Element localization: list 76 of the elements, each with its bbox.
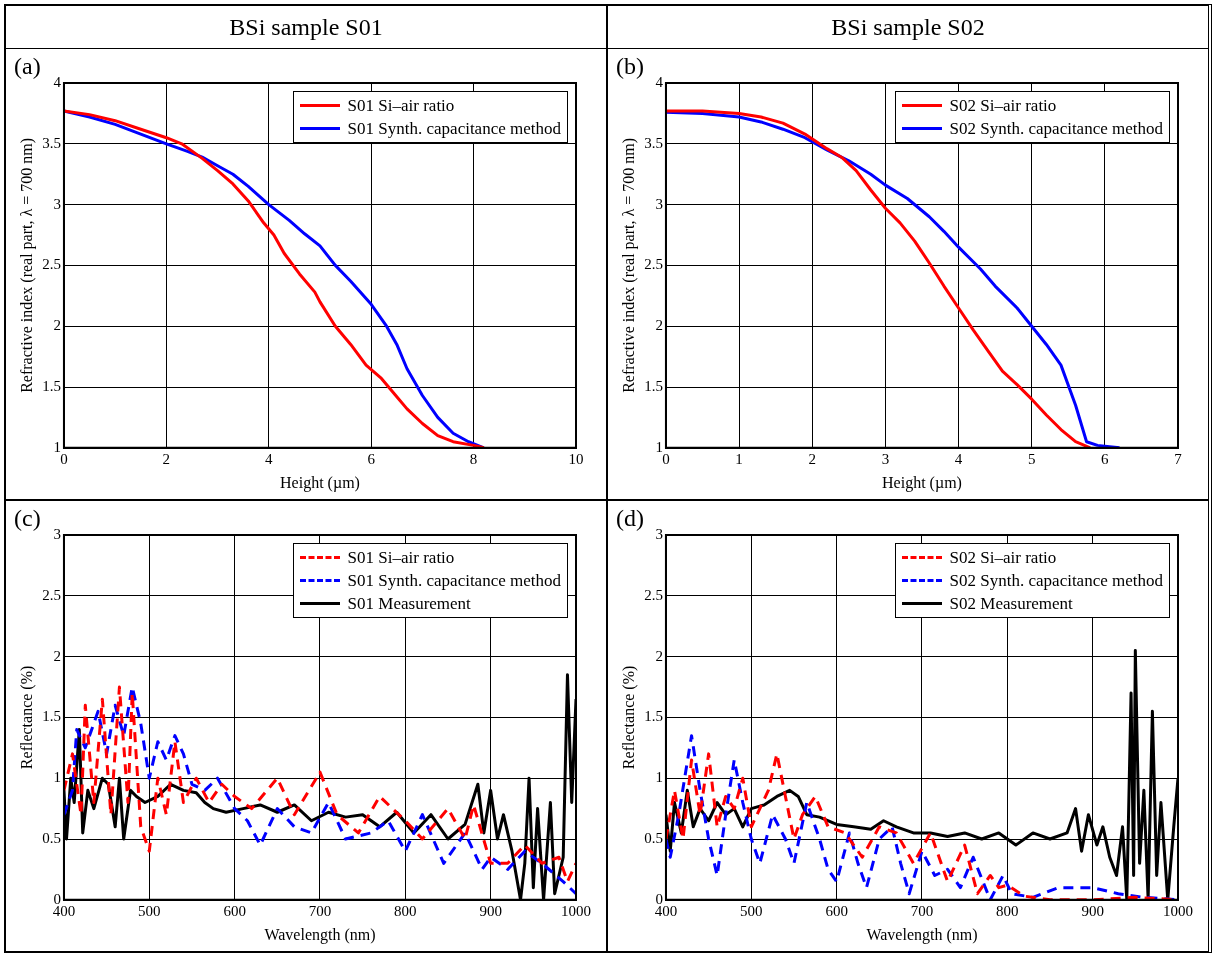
x-tick-label: 10 [568, 450, 584, 467]
x-tick-label: 600 [825, 902, 848, 919]
y-tick-label: 1 [655, 438, 663, 455]
legend-label: S02 Measurement [949, 593, 1073, 614]
x-tick-label: 1 [735, 450, 743, 467]
x-axis-title: Wavelength (nm) [866, 925, 978, 944]
legend-label: S01 Synth. capacitance method [347, 570, 561, 591]
y-axis-title: Refractive index (real part, λ = 700 nm) [619, 137, 638, 393]
x-tick-label: 8 [469, 450, 478, 467]
y-tick-label: 3.5 [644, 134, 663, 151]
y-tick-label: 2.5 [644, 256, 663, 273]
x-tick-label: 6 [367, 450, 376, 467]
x-tick-label: 4 [954, 450, 963, 467]
x-tick-label: 500 [740, 902, 763, 919]
legend-label: S02 Synth. capacitance method [949, 118, 1163, 139]
y-tick-label: 2.5 [644, 586, 663, 603]
y-tick-label: 4 [53, 73, 62, 90]
x-tick-label: 1000 [561, 902, 591, 919]
y-tick-label: 1 [655, 769, 663, 786]
legend-label: S01 Si–air ratio [347, 547, 455, 568]
x-tick-label: 2 [808, 450, 816, 467]
y-tick-label: 2.5 [42, 586, 61, 603]
legend-label: S02 Si–air ratio [949, 95, 1057, 116]
y-tick-label: 1.5 [644, 377, 663, 394]
legend-label: S02 Si–air ratio [949, 547, 1057, 568]
y-tick-label: 1.5 [644, 708, 663, 725]
y-tick-label: 1.5 [42, 377, 61, 394]
x-tick-label: 900 [479, 902, 502, 919]
y-tick-label: 3 [655, 525, 663, 542]
x-tick-label: 2 [162, 450, 171, 467]
y-tick-label: 2 [53, 317, 61, 334]
chart-title: BSi sample S02 [608, 6, 1208, 49]
x-tick-label: 6 [1101, 450, 1110, 467]
x-tick-label: 900 [1081, 902, 1104, 919]
x-tick-label: 600 [223, 902, 246, 919]
x-tick-label: 500 [138, 902, 161, 919]
y-axis-title: Reflectance (%) [17, 665, 36, 770]
y-tick-label: 1 [53, 769, 61, 786]
x-tick-label: 800 [394, 902, 417, 919]
text: (a) [14, 53, 41, 80]
x-tick-label: 700 [308, 902, 332, 919]
text: (b) [616, 53, 644, 80]
y-tick-label: 2 [655, 647, 663, 664]
y-tick-label: 2 [53, 647, 61, 664]
y-axis-title: Refractive index (real part, λ = 700 nm) [17, 137, 36, 393]
text: (c) [14, 505, 41, 532]
x-tick-label: 800 [996, 902, 1019, 919]
y-tick-label: 4 [655, 73, 664, 90]
x-tick-label: 7 [1174, 450, 1183, 467]
y-tick-label: 2.5 [42, 256, 61, 273]
legend-label: S02 Synth. capacitance method [949, 570, 1163, 591]
y-tick-label: 1 [53, 438, 61, 455]
x-tick-label: 5 [1027, 450, 1036, 467]
legend-label: S01 Si–air ratio [347, 95, 455, 116]
y-tick-label: 3.5 [42, 134, 61, 151]
x-tick-label: 4 [265, 450, 274, 467]
y-tick-label: 0 [53, 890, 61, 907]
y-tick-label: 3 [53, 525, 61, 542]
y-tick-label: 3 [655, 195, 663, 212]
legend-label: S01 Measurement [347, 593, 471, 614]
y-tick-label: 0 [655, 890, 663, 907]
x-axis-title: Height (µm) [882, 473, 962, 492]
y-tick-label: 0.5 [644, 829, 663, 846]
y-axis-title: Reflectance (%) [619, 665, 638, 770]
y-tick-label: 1.5 [42, 708, 61, 725]
x-axis-title: Height (µm) [280, 473, 360, 492]
x-tick-label: 1000 [1163, 902, 1193, 919]
text: (d) [616, 505, 644, 532]
chart-title: BSi sample S01 [6, 6, 606, 49]
x-axis-title: Wavelength (nm) [264, 925, 376, 944]
legend-label: S01 Synth. capacitance method [347, 118, 561, 139]
y-tick-label: 3 [53, 195, 61, 212]
x-tick-label: 700 [910, 902, 934, 919]
y-tick-label: 0.5 [42, 829, 61, 846]
x-tick-label: 3 [881, 450, 890, 467]
y-tick-label: 2 [655, 317, 663, 334]
